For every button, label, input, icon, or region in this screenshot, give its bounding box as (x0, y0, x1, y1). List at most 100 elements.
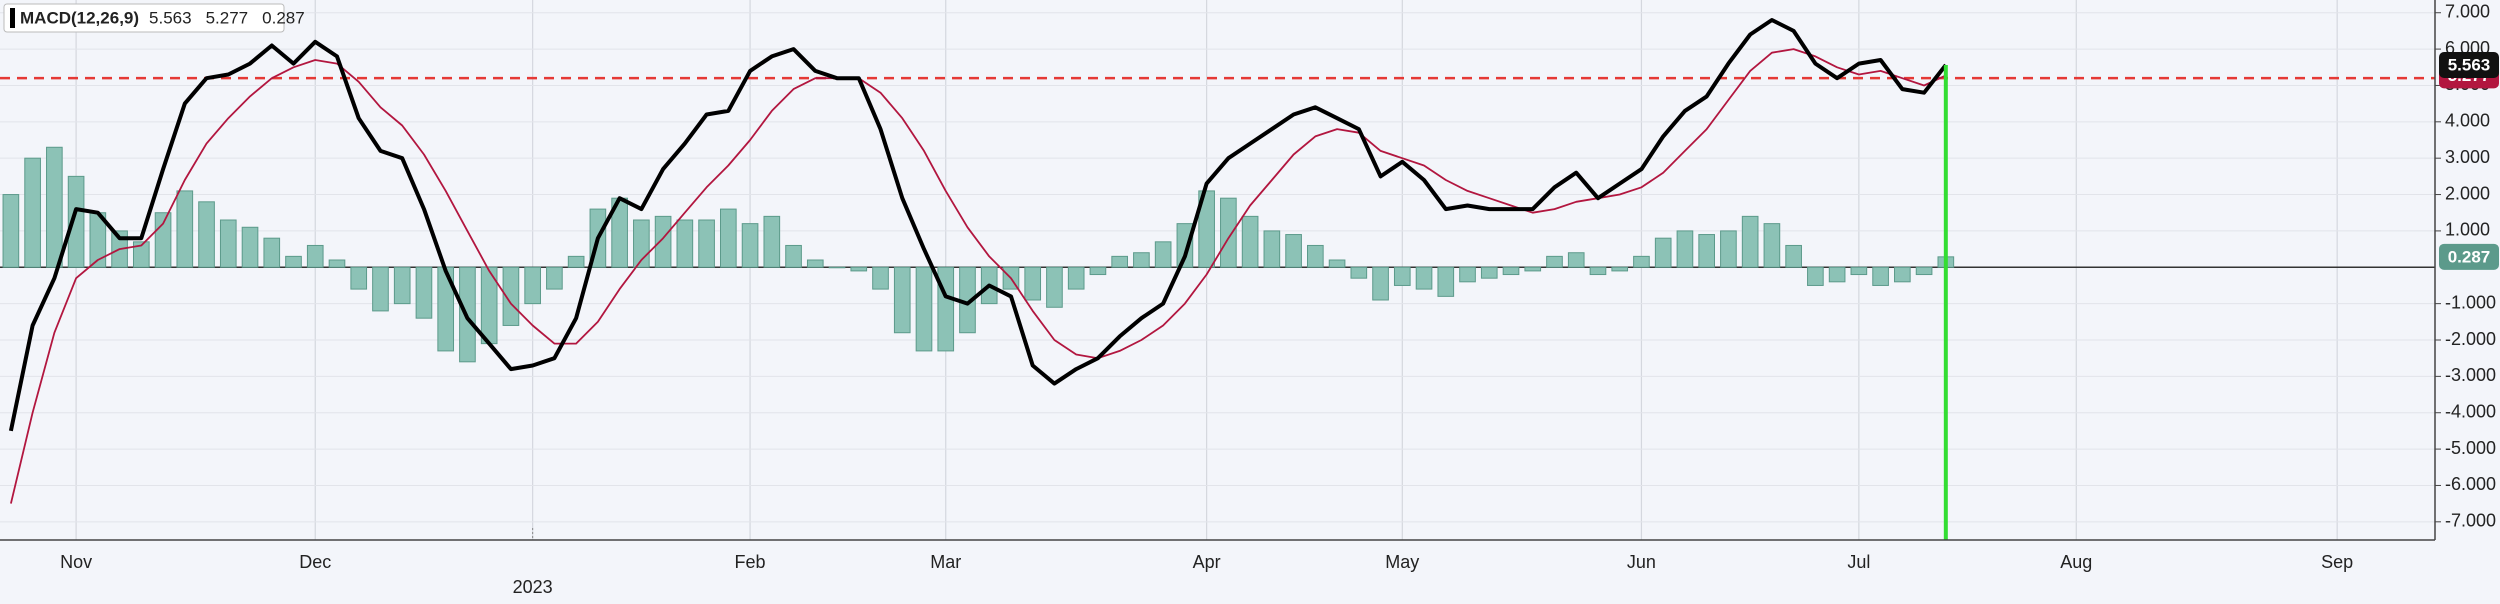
histogram-bar (1154, 241, 1172, 268)
histogram-bar (1089, 266, 1107, 276)
histogram-bar (1328, 259, 1346, 268)
x-tick-label: Feb (735, 552, 766, 572)
y-tick-label: -1.000 (2445, 292, 2496, 312)
histogram-bar (306, 244, 324, 268)
histogram-bar (1198, 190, 1215, 268)
histogram-bar (1067, 266, 1085, 290)
y-tick-label: -4.000 (2445, 401, 2496, 421)
y-tick-label: -7.000 (2445, 511, 2496, 531)
legend-value: 5.277 (206, 8, 249, 27)
histogram-bar (1850, 266, 1868, 276)
plot-area (0, 0, 2435, 540)
legend-box (3, 3, 285, 33)
histogram-bar (154, 212, 172, 268)
histogram-bar (1285, 234, 1302, 268)
value-badge-label: 5.563 (2448, 55, 2491, 74)
histogram-bar (915, 266, 933, 352)
histogram-bar (1676, 230, 1694, 268)
histogram-bar (1415, 266, 1433, 290)
histogram-bar (1720, 230, 1737, 268)
histogram-bar (1524, 266, 1542, 272)
histogram-bar (219, 219, 237, 268)
y-tick-label: 7.000 (2445, 1, 2490, 21)
histogram-bar (763, 215, 781, 268)
signal-line (10, 48, 1947, 504)
histogram-bar (350, 266, 368, 290)
histogram-bar (1915, 266, 1933, 276)
histogram-bar (524, 266, 541, 305)
histogram-bar (1241, 215, 1259, 268)
histogram-bar (372, 266, 389, 312)
histogram-bar (1220, 197, 1237, 268)
histogram-bar (1741, 215, 1759, 268)
histogram-bar (567, 255, 585, 268)
histogram-bar (1024, 266, 1042, 301)
histogram-bar (850, 266, 868, 272)
histogram-bar (24, 157, 41, 268)
histogram-bar (1872, 266, 1889, 286)
histogram-bar (1393, 266, 1411, 286)
histogram-bar (1611, 266, 1629, 272)
histogram-bar (328, 259, 346, 268)
histogram-bar (1546, 255, 1563, 268)
x-tick-label: Apr (1193, 552, 1221, 572)
histogram-bar (872, 266, 889, 290)
histogram-bar (676, 219, 694, 268)
histogram-bar (1111, 255, 1128, 268)
histogram-bar (285, 255, 302, 268)
histogram-bar (1633, 255, 1650, 268)
x-tick-label: Dec (299, 552, 331, 572)
y-tick-label: -2.000 (2445, 329, 2496, 349)
histogram-bar (198, 201, 215, 268)
y-tick-label: 3.000 (2445, 147, 2490, 167)
histogram-bar (1372, 266, 1389, 301)
y-tick-label: -5.000 (2445, 438, 2496, 458)
x-tick-label: Aug (2060, 552, 2092, 572)
histogram-bar (698, 219, 715, 268)
histogram-bar (1350, 266, 1368, 279)
histogram-bar (719, 208, 737, 268)
histogram-bar (1176, 223, 1194, 268)
histogram-bar (1133, 252, 1150, 268)
histogram-bar (241, 226, 259, 268)
histogram-bar (741, 223, 759, 268)
histogram-bar (502, 266, 520, 326)
value-badge-label: 0.287 (2448, 247, 2491, 266)
histogram-bar (1046, 266, 1063, 308)
x-tick-label: Sep (2321, 552, 2353, 572)
y-tick-label: 2.000 (2445, 183, 2490, 203)
legend-title: MACD(12,26,9) (20, 8, 139, 27)
histogram-bar (1480, 266, 1498, 279)
x-tick-label: Jun (1627, 552, 1656, 572)
x-tick-label: May (1385, 552, 1419, 572)
x-tick-label: Jul (1847, 552, 1870, 572)
histogram-bar (893, 266, 911, 334)
histogram-bar (1459, 266, 1476, 283)
y-tick-label: -3.000 (2445, 365, 2496, 385)
histogram-bar (1437, 266, 1455, 297)
x-tick-label: Mar (930, 552, 961, 572)
histogram-bar (67, 175, 85, 268)
macd-line (8, 18, 1948, 432)
histogram-bar (1589, 266, 1607, 276)
x-tick-label: 2023 (513, 577, 553, 597)
histogram-bar (1807, 266, 1824, 286)
histogram-bar (2, 194, 20, 268)
legend: MACD(12,26,9) (3, 3, 285, 33)
histogram-bar (1567, 252, 1585, 268)
histogram-bar (263, 237, 281, 268)
histogram-bar (1502, 266, 1520, 276)
histogram-bar (1698, 234, 1716, 268)
y-tick-label: 4.000 (2445, 111, 2490, 131)
histogram-bar (828, 266, 846, 269)
histogram-bar (1828, 266, 1846, 283)
histogram-bar (1263, 230, 1281, 268)
x-tick-label: Nov (60, 552, 92, 572)
histogram-bar (1763, 223, 1781, 268)
histogram-bar (1307, 244, 1324, 268)
histogram-bar (806, 259, 824, 268)
value-badge (2439, 243, 2499, 270)
histogram-bar (393, 266, 411, 305)
